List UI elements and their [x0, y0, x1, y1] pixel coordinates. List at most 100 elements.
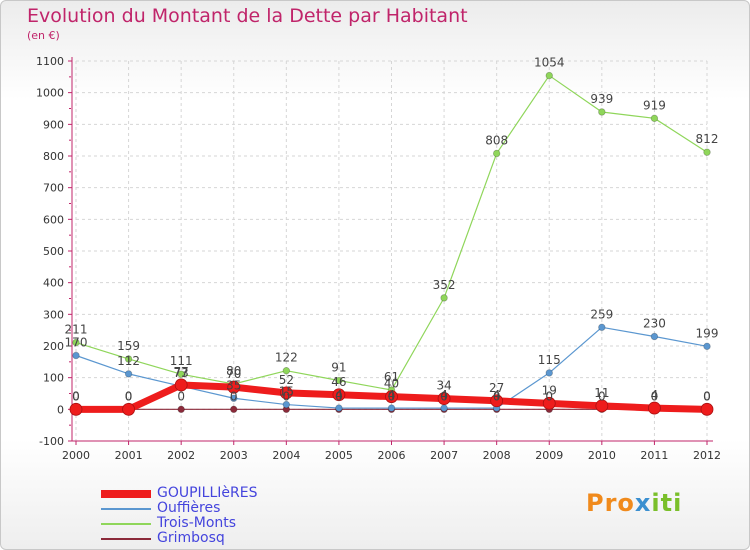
data-label: 11	[594, 386, 609, 400]
data-label: 808	[485, 133, 508, 147]
data-label: 211	[65, 323, 88, 337]
data-label: 80	[226, 364, 241, 378]
y-tick-label: -100	[39, 435, 64, 448]
data-label: 0	[651, 389, 659, 403]
data-point	[490, 394, 504, 408]
data-point	[335, 404, 343, 412]
y-tick-label: 900	[43, 118, 64, 131]
data-point	[648, 401, 661, 415]
data-point	[440, 404, 448, 412]
data-point	[177, 370, 185, 378]
data-label: 919	[643, 98, 666, 112]
chart-series	[69, 71, 714, 416]
data-point	[282, 400, 291, 409]
y-tick-label: 1100	[36, 55, 64, 68]
x-tick-label: 2007	[430, 449, 458, 462]
x-tick-label: 2012	[693, 449, 721, 462]
data-point	[279, 386, 293, 400]
data-label: 0	[493, 389, 501, 403]
data-label: 34	[436, 379, 451, 393]
data-point	[703, 342, 711, 351]
x-tick-label: 2011	[640, 449, 668, 462]
y-tick-label: 200	[43, 340, 64, 353]
data-point	[545, 369, 553, 377]
data-point	[545, 71, 553, 80]
legend-item: GOUPILLIèRES	[101, 486, 258, 501]
data-point	[703, 148, 711, 156]
y-tick-label: 1000	[36, 87, 64, 100]
data-label: 4	[440, 388, 448, 402]
data-label: 170	[65, 336, 88, 350]
legend-item: Grimbosq	[101, 531, 258, 546]
data-label: 35	[226, 378, 241, 392]
legend-label: Grimbosq	[157, 530, 225, 546]
data-label: 52	[279, 373, 294, 387]
data-point	[542, 396, 556, 410]
data-point	[72, 351, 80, 360]
data-point	[598, 323, 606, 332]
data-label: 115	[538, 353, 561, 367]
legend-swatch	[101, 507, 151, 510]
data-point	[700, 402, 714, 416]
data-label: 112	[117, 354, 140, 368]
legend-label: GOUPILLIèRES	[157, 485, 258, 501]
data-label: 0	[703, 389, 711, 403]
data-point	[440, 294, 448, 302]
data-label: 0	[72, 389, 80, 403]
data-point	[335, 376, 343, 385]
chart-title: Evolution du Montant de la Dette par Hab…	[27, 5, 468, 27]
x-tick-label: 2010	[588, 449, 616, 462]
data-label: 15	[279, 385, 294, 399]
x-tick-label: 2005	[325, 449, 353, 462]
x-tick-label: 2006	[378, 449, 406, 462]
data-label: 0	[703, 389, 711, 403]
data-label: 0	[283, 389, 291, 403]
y-tick-label: 100	[43, 372, 64, 385]
data-label: 0	[125, 389, 133, 403]
y-tick-label: 500	[43, 245, 64, 258]
x-tick-label: 2004	[272, 449, 300, 462]
data-point	[595, 399, 609, 413]
data-point	[177, 405, 185, 414]
legend-swatch	[101, 537, 151, 540]
legend-label: Trois-Monts	[157, 515, 237, 531]
y-tick-label: 800	[43, 150, 64, 163]
data-label: 73	[174, 366, 189, 380]
data-label: 40	[384, 377, 399, 391]
data-label: 939	[590, 92, 613, 106]
data-label: 46	[331, 375, 346, 389]
x-tick-label: 2000	[62, 449, 90, 462]
data-label: 4	[493, 388, 501, 402]
data-label: 91	[331, 361, 346, 375]
data-point	[282, 367, 291, 375]
data-point	[230, 394, 238, 402]
data-point	[598, 108, 606, 116]
y-tick-label: 300	[43, 308, 64, 321]
data-point	[227, 380, 241, 394]
data-label: 4	[388, 388, 396, 402]
data-label: 0	[125, 389, 133, 403]
data-labels: 0 0 0 0 0 0 0 0 0 0 0 0 00 077 70 52 46 40 34 27 19 11 4 017011…	[65, 56, 719, 404]
data-label: 27	[489, 381, 504, 395]
data-label: 4	[651, 388, 659, 402]
data-label: 4	[335, 388, 343, 402]
data-label: 812	[696, 132, 719, 146]
data-point	[650, 332, 659, 341]
data-point	[69, 402, 83, 416]
data-label: 0	[230, 389, 238, 403]
chart-axes: -100010020030040050060070080090010001100…	[36, 55, 721, 462]
y-tick-label: 700	[43, 182, 64, 195]
proxiti-logo: Proxiti	[586, 489, 683, 517]
data-point	[332, 388, 346, 402]
x-tick-label: 2003	[220, 449, 248, 462]
data-label: 199	[696, 326, 719, 340]
data-point	[437, 392, 451, 405]
data-label: 19	[542, 383, 557, 397]
data-label: 159	[117, 339, 140, 353]
data-label: 0	[440, 389, 448, 403]
legend-label: Ouffières	[157, 500, 221, 516]
chart-unit-label: (en €)	[27, 29, 60, 42]
legend-item: Trois-Monts	[101, 516, 258, 531]
x-tick-label: 2001	[115, 449, 143, 462]
